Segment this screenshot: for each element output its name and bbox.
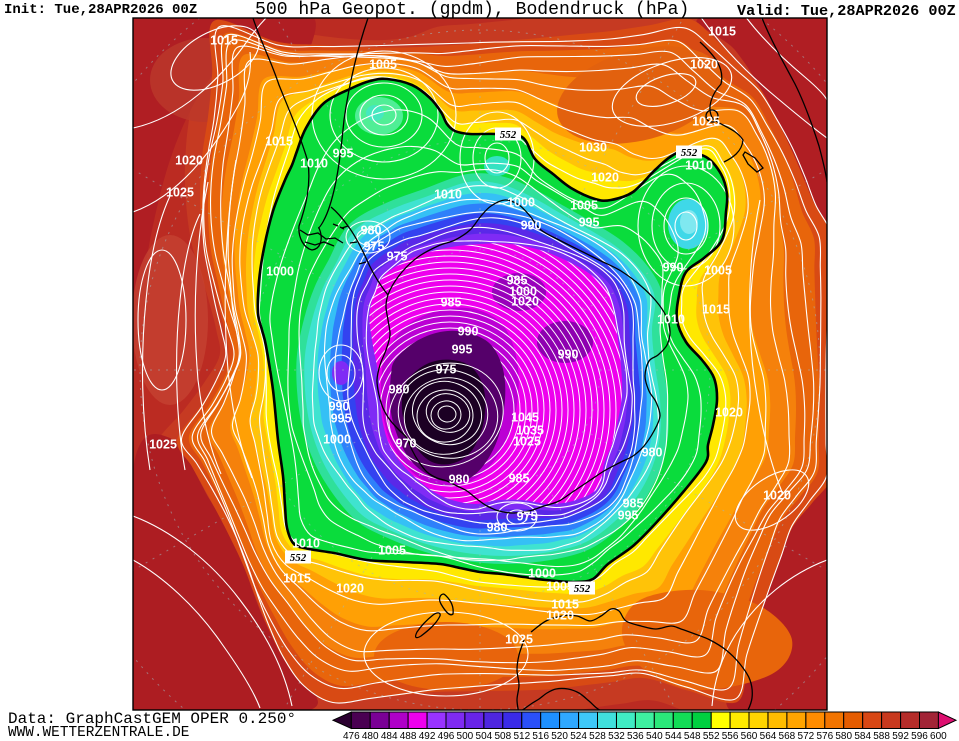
svg-text:584: 584 [854,731,871,741]
svg-text:516: 516 [532,731,549,741]
svg-text:970: 970 [396,437,417,451]
svg-text:1005: 1005 [704,264,732,278]
svg-text:1020: 1020 [763,489,791,503]
svg-text:496: 496 [438,731,455,741]
svg-text:1000: 1000 [266,265,294,279]
svg-text:492: 492 [419,731,436,741]
svg-text:990: 990 [663,261,684,275]
svg-text:552: 552 [703,731,720,741]
svg-text:985: 985 [509,472,530,486]
svg-text:1015: 1015 [551,598,579,612]
svg-text:528: 528 [589,731,606,741]
svg-text:576: 576 [816,731,833,741]
svg-text:544: 544 [665,731,682,741]
svg-text:568: 568 [779,731,796,741]
svg-text:1005: 1005 [546,580,574,594]
svg-text:572: 572 [798,731,815,741]
svg-text:990: 990 [329,400,350,414]
svg-text:985: 985 [623,497,644,511]
svg-text:520: 520 [551,731,568,741]
svg-text:975: 975 [387,250,408,264]
svg-text:1020: 1020 [591,171,619,185]
svg-text:1000: 1000 [509,285,537,299]
svg-text:990: 990 [458,325,479,339]
svg-text:504: 504 [476,731,493,741]
svg-text:995: 995 [618,509,639,523]
svg-text:1010: 1010 [434,188,462,202]
svg-text:1025: 1025 [166,186,194,200]
svg-text:512: 512 [513,731,530,741]
svg-text:1000: 1000 [507,196,535,210]
svg-text:600: 600 [930,731,947,741]
svg-text:548: 548 [684,731,701,741]
svg-text:552: 552 [574,583,591,595]
svg-text:1010: 1010 [685,159,713,173]
svg-text:484: 484 [381,731,398,741]
svg-text:1000: 1000 [323,433,351,447]
svg-text:580: 580 [835,731,852,741]
svg-text:536: 536 [627,731,644,741]
svg-text:995: 995 [333,147,354,161]
svg-text:480: 480 [362,731,379,741]
svg-text:980: 980 [642,446,663,460]
svg-text:1010: 1010 [300,157,328,171]
svg-text:1035: 1035 [516,424,544,438]
svg-text:588: 588 [873,731,890,741]
svg-text:552: 552 [500,129,517,141]
svg-text:980: 980 [389,383,410,397]
svg-text:990: 990 [558,348,579,362]
svg-text:990: 990 [521,219,542,233]
svg-text:556: 556 [722,731,739,741]
svg-text:1020: 1020 [690,58,718,72]
svg-text:560: 560 [741,731,758,741]
svg-text:1015: 1015 [702,303,730,317]
svg-text:532: 532 [608,731,625,741]
svg-text:1045: 1045 [511,411,539,425]
svg-text:980: 980 [361,224,382,238]
svg-text:1020: 1020 [336,582,364,596]
svg-text:975: 975 [364,240,385,254]
svg-text:596: 596 [911,731,928,741]
svg-text:1025: 1025 [513,435,541,449]
svg-text:985: 985 [441,296,462,310]
svg-text:1030: 1030 [579,141,607,155]
svg-text:564: 564 [760,731,777,741]
svg-text:476: 476 [343,731,360,741]
svg-text:1005: 1005 [378,544,406,558]
svg-text:1020: 1020 [546,609,574,623]
svg-text:995: 995 [452,343,473,357]
svg-text:1010: 1010 [292,537,320,551]
svg-text:980: 980 [449,473,470,487]
svg-text:488: 488 [400,731,417,741]
svg-text:552: 552 [290,552,307,564]
svg-text:1025: 1025 [505,633,533,647]
svg-text:995: 995 [579,216,600,230]
svg-text:1005: 1005 [570,199,598,213]
svg-text:1025: 1025 [149,438,177,452]
svg-text:995: 995 [331,412,352,426]
svg-text:985: 985 [507,274,528,288]
svg-text:508: 508 [494,731,511,741]
svg-text:1015: 1015 [265,135,293,149]
svg-text:1010: 1010 [657,313,685,327]
svg-text:1000: 1000 [528,567,556,581]
svg-text:500: 500 [457,731,474,741]
svg-text:1020: 1020 [175,154,203,168]
svg-text:1025: 1025 [692,115,720,129]
svg-text:524: 524 [570,731,587,741]
svg-text:552: 552 [681,147,698,159]
svg-text:980: 980 [487,521,508,535]
svg-text:975: 975 [517,510,538,524]
svg-text:1015: 1015 [283,572,311,586]
svg-text:540: 540 [646,731,663,741]
svg-text:975: 975 [436,363,457,377]
svg-text:1020: 1020 [511,295,539,309]
svg-text:1005: 1005 [369,58,397,72]
svg-text:1015: 1015 [210,34,238,48]
svg-text:592: 592 [892,731,909,741]
svg-text:1015: 1015 [708,25,736,39]
svg-text:1020: 1020 [715,406,743,420]
